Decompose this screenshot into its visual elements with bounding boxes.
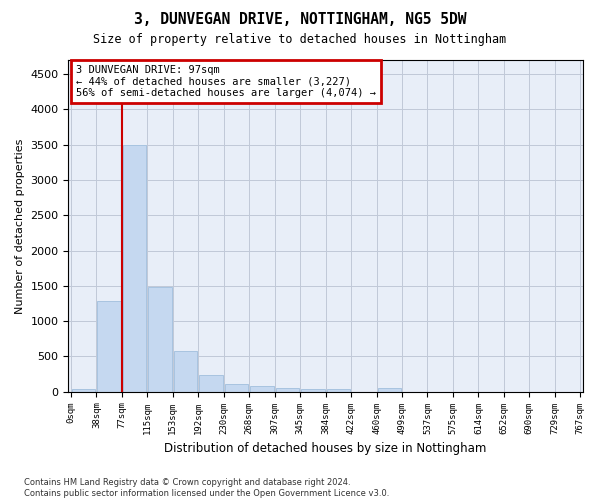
Text: Contains HM Land Registry data © Crown copyright and database right 2024.
Contai: Contains HM Land Registry data © Crown c…	[24, 478, 389, 498]
Bar	[250, 386, 274, 392]
Bar	[275, 388, 299, 392]
Bar	[301, 388, 325, 392]
X-axis label: Distribution of detached houses by size in Nottingham: Distribution of detached houses by size …	[164, 442, 487, 455]
Bar	[225, 384, 248, 392]
Bar	[174, 351, 197, 392]
Bar	[377, 388, 401, 392]
Text: 3, DUNVEGAN DRIVE, NOTTINGHAM, NG5 5DW: 3, DUNVEGAN DRIVE, NOTTINGHAM, NG5 5DW	[134, 12, 466, 28]
Bar	[326, 389, 350, 392]
Bar	[72, 389, 95, 392]
Bar	[199, 375, 223, 392]
Text: Size of property relative to detached houses in Nottingham: Size of property relative to detached ho…	[94, 32, 506, 46]
Bar	[123, 144, 146, 392]
Bar	[97, 302, 121, 392]
Text: 3 DUNVEGAN DRIVE: 97sqm
← 44% of detached houses are smaller (3,227)
56% of semi: 3 DUNVEGAN DRIVE: 97sqm ← 44% of detache…	[76, 65, 376, 98]
Bar	[148, 287, 172, 392]
Y-axis label: Number of detached properties: Number of detached properties	[15, 138, 25, 314]
